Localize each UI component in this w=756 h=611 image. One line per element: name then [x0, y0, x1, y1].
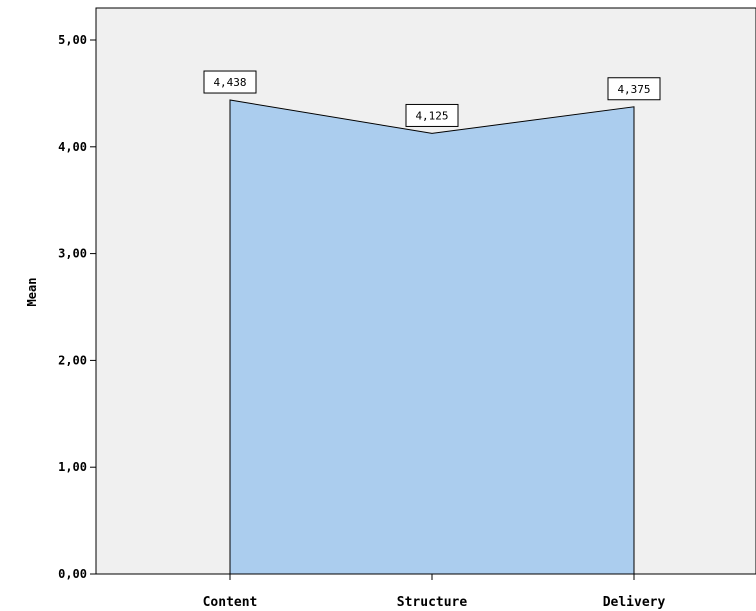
x-axis: Content Structure Delivery [96, 573, 756, 610]
y-tick-label: 0,00 [58, 567, 87, 581]
y-tick-label: 5,00 [58, 33, 87, 47]
area-series [229, 99, 635, 575]
y-tick-label: 4,00 [58, 140, 87, 154]
data-label-value: 4,125 [415, 109, 448, 122]
x-category-label: Structure [397, 595, 468, 610]
data-label-value: 4,438 [213, 76, 246, 89]
y-tick-label: 3,00 [58, 247, 87, 261]
data-label: 4,375 [607, 77, 661, 101]
data-label-box [203, 70, 257, 94]
data-label: 4,125 [405, 103, 459, 127]
x-category-label: Delivery [603, 595, 666, 610]
y-axis-title: Mean [25, 278, 39, 307]
y-tick-label: 2,00 [58, 353, 87, 367]
x-category-label: Content [203, 595, 258, 610]
data-label-value: 4,375 [617, 83, 650, 96]
data-labels: 4,438 4,125 4,375 [203, 70, 661, 127]
y-axis: 0,00 1,00 2,00 3,00 4,00 5,00 [58, 8, 97, 581]
data-label-box [405, 103, 459, 127]
y-tick-label: 1,00 [58, 460, 87, 474]
area-layer [229, 99, 635, 575]
data-label: 4,438 [203, 70, 257, 94]
data-label-box [607, 77, 661, 101]
